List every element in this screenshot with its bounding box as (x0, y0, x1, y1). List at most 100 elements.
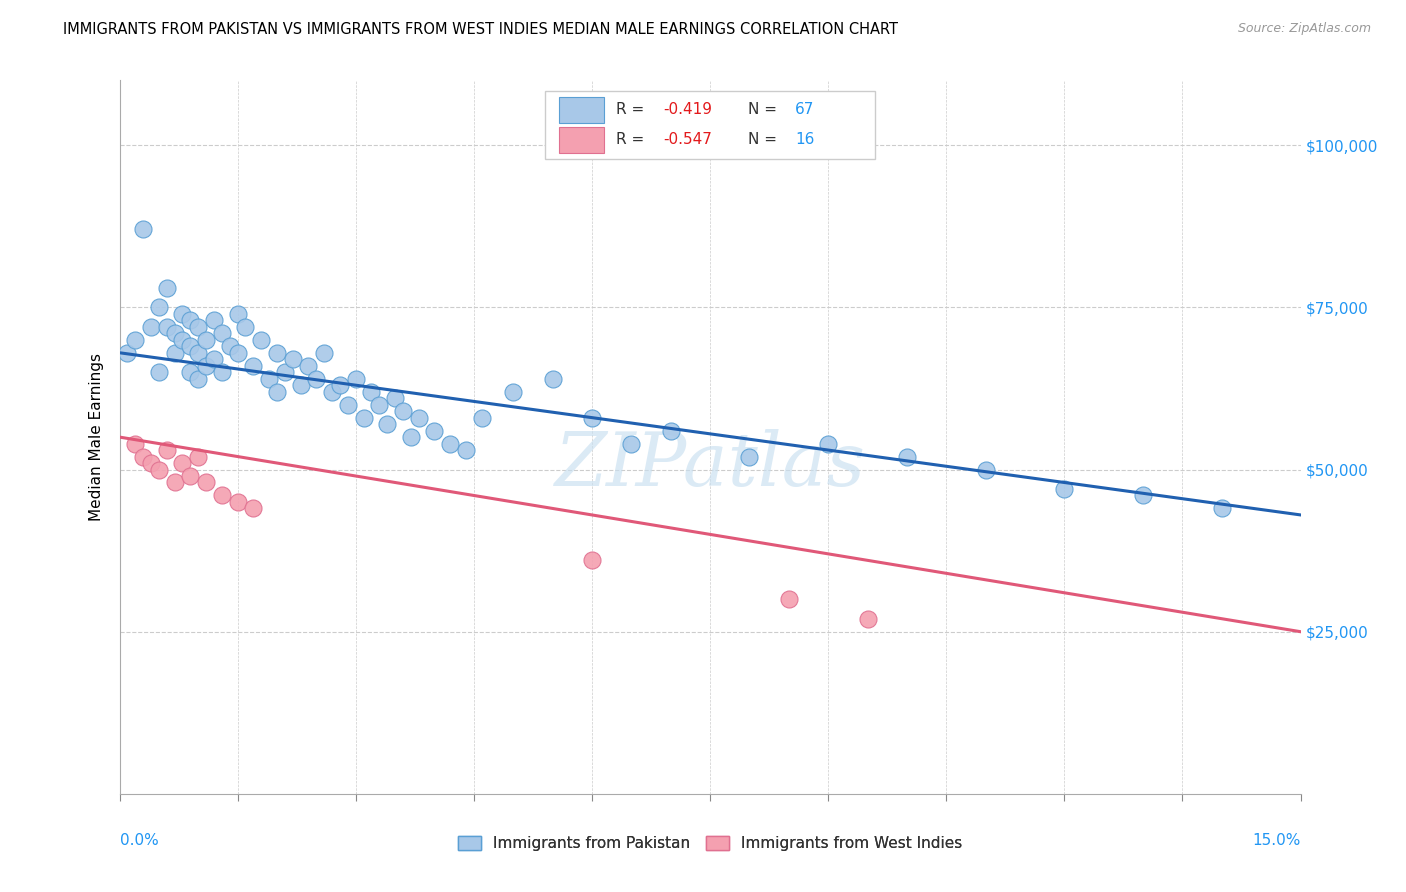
Point (408, 410, 430, 425)
Point (305, 372, 328, 386)
Point (156, 319, 179, 334)
Text: 15.0%: 15.0% (1253, 833, 1301, 848)
Point (856, 612, 879, 626)
Point (148, 365, 170, 379)
Text: N =: N = (748, 103, 782, 118)
Point (211, 488, 233, 502)
Point (659, 424, 682, 438)
Point (353, 410, 375, 425)
Point (179, 365, 201, 379)
Point (187, 450, 209, 464)
Point (139, 319, 162, 334)
Point (117, 345, 139, 359)
Point (454, 443, 477, 458)
Text: ZIPatlas: ZIPatlas (554, 429, 866, 502)
Point (163, 475, 186, 490)
Point (187, 319, 209, 334)
Point (321, 384, 343, 399)
Point (195, 359, 218, 373)
Point (399, 430, 422, 444)
Point (132, 450, 155, 464)
Point (620, 436, 643, 450)
Point (1132, 488, 1154, 502)
Text: 67: 67 (794, 103, 814, 118)
Text: N =: N = (748, 132, 782, 147)
Point (211, 326, 233, 341)
Point (172, 307, 194, 321)
Text: R =: R = (616, 132, 648, 147)
Point (281, 352, 304, 367)
Point (179, 313, 201, 327)
Point (290, 378, 312, 392)
Point (202, 313, 225, 327)
Point (163, 345, 186, 359)
Text: 0.0%: 0.0% (120, 833, 159, 848)
Point (974, 462, 997, 476)
Point (817, 436, 839, 450)
Bar (558, 127, 603, 153)
Point (179, 469, 201, 483)
Point (250, 333, 273, 347)
Point (375, 417, 398, 431)
Point (132, 222, 155, 236)
Point (139, 456, 162, 470)
Point (266, 345, 288, 359)
Point (266, 384, 288, 399)
Point (226, 495, 249, 509)
Point (274, 365, 297, 379)
Point (1053, 482, 1076, 496)
Y-axis label: Median Male Earnings: Median Male Earnings (89, 353, 104, 521)
Point (187, 345, 209, 359)
Text: IMMIGRANTS FROM PAKISTAN VS IMMIGRANTS FROM WEST INDIES MEDIAN MALE EARNINGS COR: IMMIGRANTS FROM PAKISTAN VS IMMIGRANTS F… (63, 22, 898, 37)
Point (1211, 501, 1233, 516)
Point (581, 410, 603, 425)
Point (581, 553, 603, 567)
Point (368, 398, 391, 412)
Point (257, 372, 280, 386)
Point (195, 333, 218, 347)
Point (235, 319, 257, 334)
Point (392, 404, 415, 418)
Point (423, 424, 446, 438)
Point (471, 410, 494, 425)
Point (344, 372, 367, 386)
Point (187, 372, 209, 386)
Point (163, 326, 186, 341)
Point (148, 462, 170, 476)
Point (156, 281, 179, 295)
Point (179, 339, 201, 353)
Point (211, 365, 233, 379)
Bar (544, 91, 876, 159)
Point (896, 450, 918, 464)
Legend: Immigrants from Pakistan, Immigrants from West Indies: Immigrants from Pakistan, Immigrants fro… (451, 830, 969, 857)
Point (778, 592, 800, 607)
Text: -0.419: -0.419 (662, 103, 711, 118)
Point (329, 378, 352, 392)
Point (172, 456, 194, 470)
Point (242, 501, 264, 516)
Text: -0.547: -0.547 (662, 132, 711, 147)
Point (242, 359, 264, 373)
Point (202, 352, 225, 367)
Point (297, 359, 319, 373)
Point (541, 372, 564, 386)
Point (218, 339, 240, 353)
Point (314, 345, 336, 359)
Point (439, 436, 461, 450)
Point (336, 398, 359, 412)
Text: 16: 16 (794, 132, 814, 147)
Point (156, 443, 179, 458)
Point (124, 436, 146, 450)
Point (226, 307, 249, 321)
Point (738, 450, 761, 464)
Text: Source: ZipAtlas.com: Source: ZipAtlas.com (1237, 22, 1371, 36)
Point (172, 333, 194, 347)
Point (384, 391, 406, 405)
Point (226, 345, 249, 359)
Point (124, 333, 146, 347)
Point (195, 475, 218, 490)
Point (148, 301, 170, 315)
Point (360, 384, 382, 399)
Text: R =: R = (616, 103, 648, 118)
Point (502, 384, 524, 399)
